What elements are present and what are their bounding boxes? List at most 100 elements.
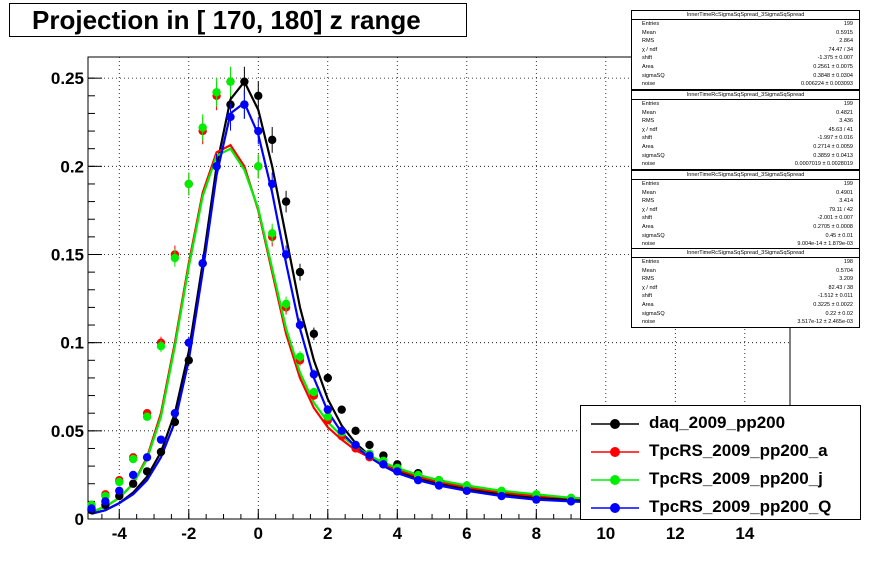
legend-marker — [591, 419, 639, 429]
stats-value: 0.2714 ± 0.0059 — [813, 143, 853, 150]
stats-row: sigmaSQ 0.3848 ± 0.0304 — [632, 72, 859, 81]
x-tick-label: 8 — [532, 524, 541, 543]
stats-key: Entries — [642, 181, 660, 187]
data-point — [128, 454, 138, 464]
stats-row: χ / ndf 45.63 / 41 — [632, 126, 859, 135]
x-tick-label: 12 — [666, 524, 685, 543]
data-point — [254, 91, 263, 100]
stats-value: -1.997 ± 0.016 — [817, 135, 853, 142]
data-point — [532, 495, 541, 504]
x-tick-label: 4 — [393, 524, 403, 543]
stats-row: shift -1.512 ± 0.011 — [632, 292, 859, 301]
stats-key: RMS — [642, 198, 655, 205]
data-point — [142, 412, 152, 421]
stats-value: 82.43 / 38 — [828, 284, 853, 291]
stats-value: 0.2705 ± 0.0008 — [813, 223, 853, 230]
data-point — [156, 435, 166, 444]
stats-row: Mean 0.5704 — [632, 267, 859, 276]
stats-value: 0.2561 ± 0.0075 — [813, 63, 853, 70]
stats-value: 0.0007019 ± 0.0028019 — [794, 161, 853, 168]
stats-header: InnerTimeRcSigmaSqSpread_3SigmaSqSpread — [632, 11, 859, 20]
legend-entry: daq_2009_pp200 — [581, 410, 860, 438]
stats-row: Mean 0.4821 — [632, 109, 859, 118]
data-point — [115, 477, 124, 487]
data-point — [254, 162, 263, 171]
y-tick-label: 0 — [75, 510, 84, 529]
y-tick-label: 0.25 — [51, 69, 84, 88]
stats-row: noise 9.004e-14 ± 1.879e-03 — [632, 240, 859, 249]
stats-value: 9.004e-14 ± 1.879e-03 — [797, 241, 853, 248]
data-point — [267, 179, 277, 189]
data-point — [309, 370, 319, 379]
stats-value: 0.4901 — [836, 189, 853, 196]
data-point — [212, 88, 221, 97]
stats-key: Mean — [642, 29, 656, 36]
data-point — [198, 123, 207, 132]
data-point — [142, 453, 152, 462]
stats-value: 199 — [843, 101, 853, 107]
data-point — [101, 497, 110, 506]
stats-row: Area 0.2714 ± 0.0059 — [632, 143, 859, 152]
stats-box: InnerTimeRcSigmaSqSpread_3SigmaSqSpread E… — [631, 10, 860, 90]
data-point — [198, 259, 207, 268]
stats-box: InnerTimeRcSigmaSqSpread_3SigmaSqSpread E… — [631, 248, 860, 328]
fit-curve — [91, 147, 606, 513]
stats-value: 3.517e-12 ± 2.465e-03 — [797, 319, 853, 326]
data-point — [267, 135, 277, 145]
stats-header: InnerTimeRcSigmaSqSpread_3SigmaSqSpread — [632, 249, 859, 258]
stats-value: 198 — [843, 259, 853, 265]
stats-row: RMS 2.864 — [632, 37, 859, 46]
stats-row: shift -1.997 ± 0.016 — [632, 134, 859, 143]
legend-label: TpcRS_2009_pp200_Q — [649, 497, 832, 516]
stats-key: shift — [642, 215, 653, 222]
stats-value: 199 — [843, 181, 853, 187]
legend: daq_2009_pp200 TpcRS_2009_pp200_a TpcRS_20… — [580, 405, 861, 520]
legend-marker — [591, 475, 639, 485]
legend-dot — [610, 447, 620, 457]
stats-row: χ / ndf 79.11 / 42 — [632, 206, 859, 215]
data-point — [566, 497, 576, 506]
stats-row: noise 0.006224 ± 0.003093 — [632, 80, 859, 89]
stats-box: InnerTimeRcSigmaSqSpread_3SigmaSqSpread E… — [631, 170, 860, 250]
data-point — [170, 253, 180, 263]
stats-value: 0.3225 ± 0.0022 — [813, 301, 853, 308]
stats-value: 199 — [843, 21, 853, 27]
stats-row: Area 0.3225 ± 0.0022 — [632, 301, 859, 310]
data-point — [184, 356, 193, 365]
fit-curve — [91, 101, 606, 515]
data-point — [142, 467, 152, 476]
stats-value: 0.4821 — [836, 109, 853, 116]
stats-row: Area 0.2561 ± 0.0075 — [632, 63, 859, 72]
data-point — [156, 341, 166, 351]
data-point — [365, 440, 374, 450]
data-point — [170, 417, 180, 427]
legend-entry: TpcRS_2009_pp200_Q — [581, 494, 860, 522]
data-point — [212, 162, 221, 171]
data-point — [240, 100, 249, 109]
data-point — [497, 491, 506, 501]
data-point — [281, 197, 291, 206]
legend-label: daq_2009_pp200 — [649, 413, 786, 432]
y-tick-label: 0.05 — [51, 422, 84, 441]
data-point — [379, 460, 388, 469]
stats-header: InnerTimeRcSigmaSqSpread_3SigmaSqSpread — [632, 91, 859, 100]
data-point — [226, 77, 235, 86]
stats-row: shift -1.375 ± 0.007 — [632, 54, 859, 63]
data-point — [309, 387, 319, 397]
data-point — [323, 412, 332, 421]
stats-value: 74.47 / 34 — [828, 46, 853, 53]
stats-value: 0.006224 ± 0.003093 — [801, 81, 853, 88]
x-tick-label: 2 — [323, 524, 332, 543]
stats-key: noise — [642, 319, 656, 326]
stats-row: RMS 3.436 — [632, 117, 859, 126]
stats-key: shift — [642, 293, 653, 300]
data-point — [156, 447, 166, 457]
data-point — [226, 112, 235, 122]
stats-row: Entries 198 — [632, 258, 859, 267]
data-point — [295, 267, 305, 277]
stats-key: sigmaSQ — [642, 310, 665, 317]
stats-value: 3.436 — [839, 118, 853, 125]
chart-title: Projection in [ 170, 180] z range — [32, 5, 421, 35]
data-point — [87, 504, 96, 513]
stats-key: sigmaSQ — [642, 232, 665, 239]
